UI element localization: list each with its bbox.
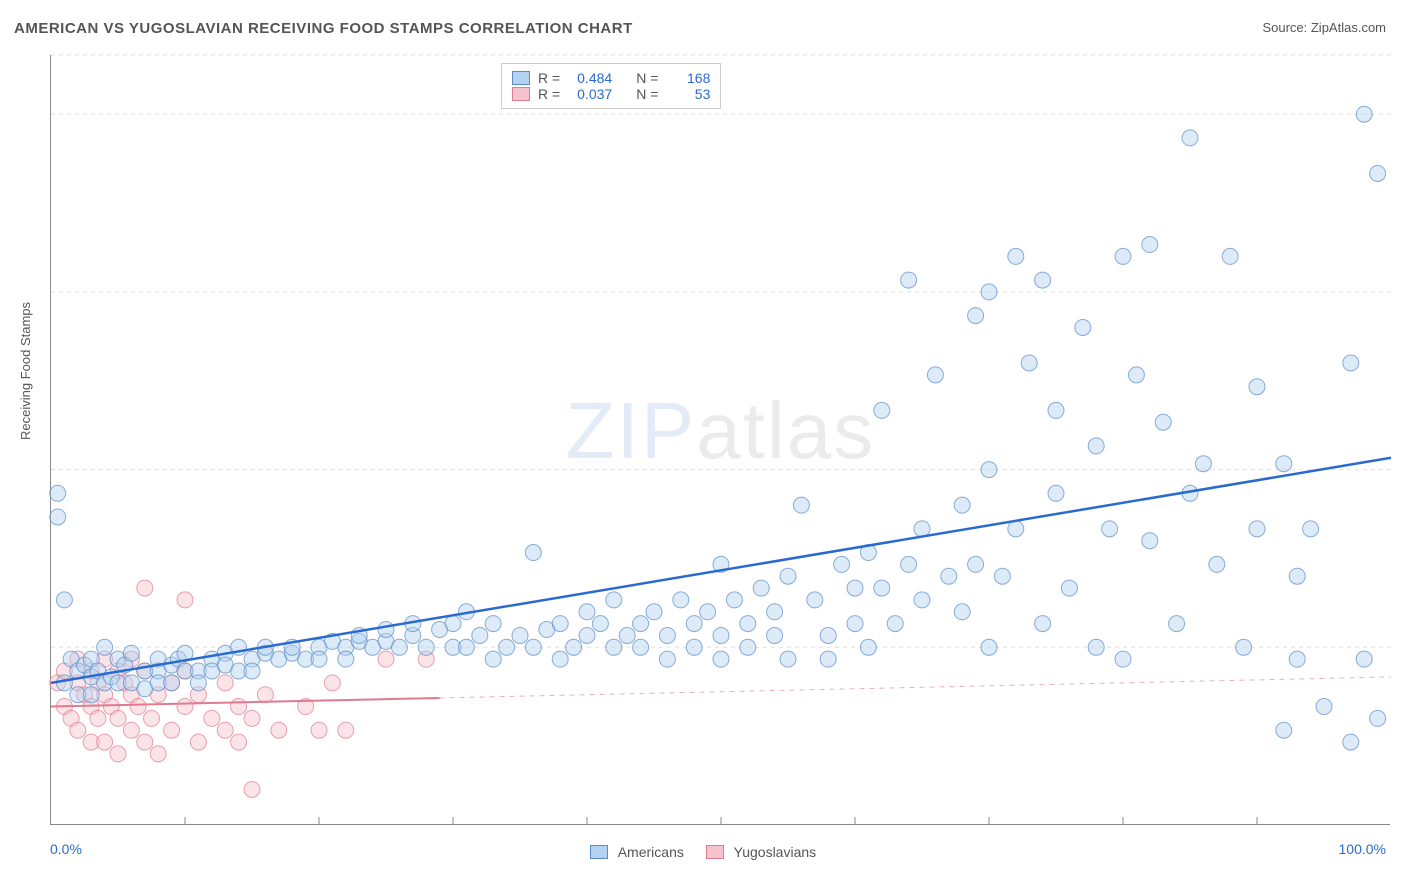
chart-title: AMERICAN VS YUGOSLAVIAN RECEIVING FOOD S… [14, 20, 633, 37]
chart-container: AMERICAN VS YUGOSLAVIAN RECEIVING FOOD S… [0, 0, 1406, 892]
plot-svg [51, 55, 1391, 825]
bottom-swatch-yugoslavians [706, 845, 724, 859]
bottom-legend: Americans Yugoslavians [0, 843, 1406, 860]
bottom-swatch-americans [590, 845, 608, 859]
source-label: Source: ZipAtlas.com [1262, 20, 1386, 35]
swatch-yugoslavians [512, 87, 530, 101]
plot-area: ZIPatlas R = 0.484 N = 168 R = 0.037 N =… [50, 55, 1390, 825]
legend-stats-box: R = 0.484 N = 168 R = 0.037 N = 53 [501, 63, 721, 109]
legend-row-americans: R = 0.484 N = 168 [512, 70, 710, 86]
y-axis-label: Receiving Food Stamps [18, 302, 33, 440]
legend-row-yugoslavians: R = 0.037 N = 53 [512, 86, 710, 102]
swatch-americans [512, 71, 530, 85]
